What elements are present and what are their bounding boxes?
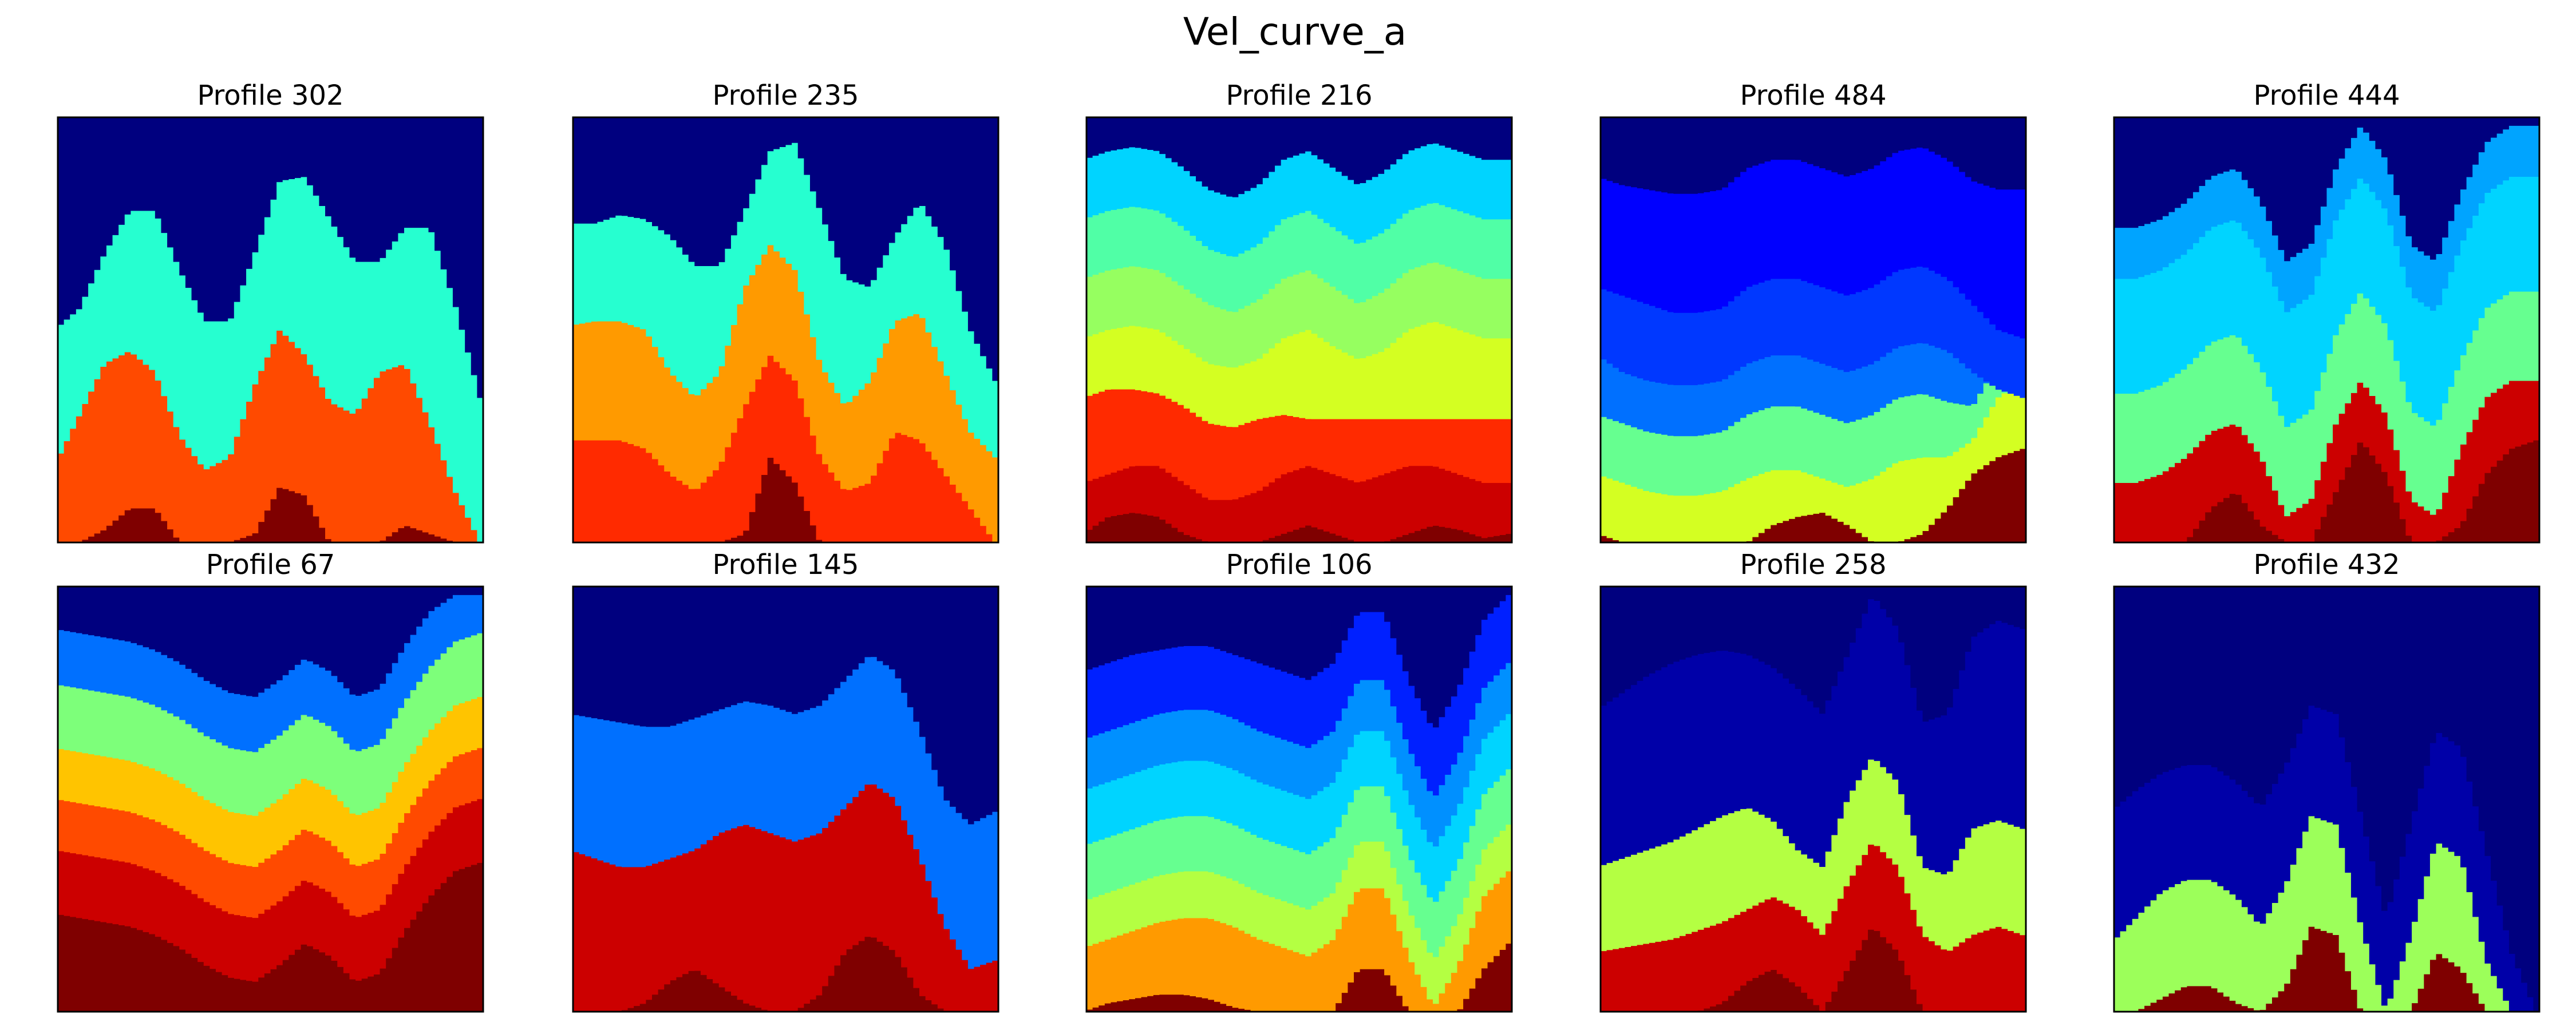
panel-frame (572, 116, 999, 544)
velocity-layer (573, 117, 998, 381)
panel-frame (1599, 585, 2027, 1013)
profile-panel: Profile 432 (2113, 549, 2541, 1013)
profile-plot (573, 117, 998, 542)
profile-plot (2114, 117, 2539, 542)
panel-title: Profile 67 (206, 549, 335, 581)
profile-panel: Profile 258 (1599, 549, 2027, 1013)
velocity-layer (573, 587, 998, 825)
profile-panel: Profile 444 (2113, 80, 2541, 544)
panel-frame (1085, 585, 1513, 1013)
panel-grid: Profile 302 Profile 235 Profile 216 Profile… (57, 80, 2541, 1013)
velocity-layer (58, 587, 483, 697)
velocity-layer (58, 117, 483, 398)
profile-panel: Profile 106 (1085, 549, 1513, 1013)
profile-panel: Profile 216 (1085, 80, 1513, 544)
velocity-layer (1601, 117, 2026, 194)
panel-title: Profile 235 (712, 80, 859, 112)
panel-title: Profile 106 (1226, 549, 1372, 581)
velocity-layer (1086, 117, 1512, 197)
panel-title: Profile 302 (197, 80, 343, 112)
profile-plot (58, 117, 483, 542)
profile-plot (1086, 117, 1512, 542)
panel-title: Profile 432 (2253, 549, 2400, 581)
profile-panel: Profile 67 (57, 549, 484, 1013)
profile-panel: Profile 484 (1599, 80, 2027, 544)
profile-plot (1086, 587, 1512, 1012)
profile-panel: Profile 235 (572, 80, 999, 544)
panel-frame (57, 116, 484, 544)
profile-plot (1601, 117, 2026, 542)
profile-plot (2114, 587, 2539, 1012)
panel-title: Profile 258 (1740, 549, 1886, 581)
velocity-layer (2114, 117, 2539, 262)
profile-plot (58, 587, 483, 1012)
profile-panel: Profile 145 (572, 549, 999, 1013)
velocity-layer (1601, 587, 2026, 722)
panel-title: Profile 145 (712, 549, 859, 581)
panel-title: Profile 484 (1740, 80, 1886, 112)
figure-title: Vel_curve_a (1183, 10, 1406, 54)
panel-frame (2113, 585, 2541, 1013)
profile-plot (1601, 587, 2026, 1012)
panel-frame (57, 585, 484, 1013)
panel-frame (1085, 116, 1513, 544)
panel-title: Profile 444 (2253, 80, 2400, 112)
velocity-layer (2114, 587, 2539, 1012)
profile-plot (573, 587, 998, 1012)
profile-panel: Profile 302 (57, 80, 484, 544)
panel-frame (572, 585, 999, 1013)
panel-frame (1599, 116, 2027, 544)
panel-title: Profile 216 (1226, 80, 1372, 112)
panel-frame (2113, 116, 2541, 544)
velocity-layer (1086, 587, 1512, 728)
